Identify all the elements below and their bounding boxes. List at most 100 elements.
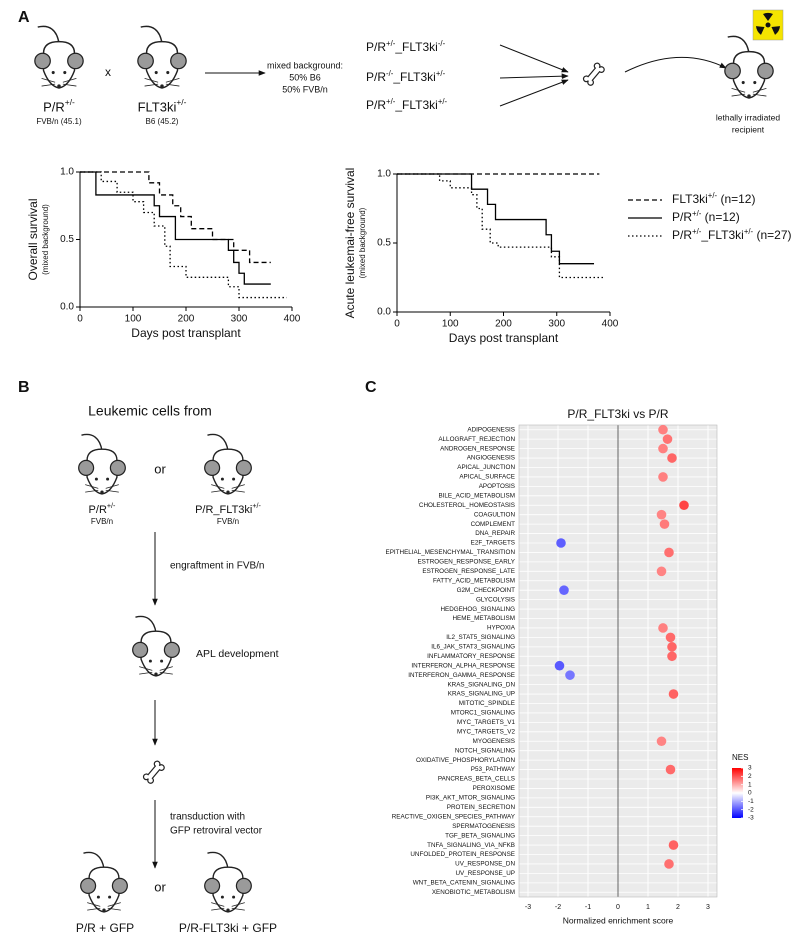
legend-label: FLT3ki+/- (n=12): [672, 191, 755, 207]
x-tick-label: 100: [442, 319, 459, 330]
category-label: COAGULTION: [474, 511, 516, 518]
bone-icon: [582, 62, 606, 87]
step-label: transduction with: [170, 812, 245, 823]
genotype: FLT3ki+/-: [138, 97, 187, 114]
y-axis-note: (mixed background): [41, 204, 50, 275]
category-label: PROTEIN_SECRETION: [447, 804, 516, 811]
arrow: [499, 73, 569, 79]
x-tick-label: 400: [284, 314, 301, 325]
category-label: IL2_STAT5_SIGNALING: [446, 634, 515, 641]
y-axis-label: Overall survival: [26, 198, 40, 280]
dot: [662, 434, 673, 444]
y-tick-label: 0.0: [377, 307, 391, 318]
x-tick-label: 0: [77, 314, 83, 325]
arrow: [624, 56, 727, 73]
x-axis-label: Days post transplant: [449, 331, 559, 345]
category-label: HYPOXIA: [487, 625, 516, 632]
dot: [664, 547, 674, 558]
x-tick-label: 0: [394, 319, 400, 330]
category-label: APOPTOSIS: [479, 483, 515, 490]
category-label: REACTIVE_OXIGEN_SPECIES_PATHWAY: [392, 813, 516, 820]
dot: [668, 689, 679, 699]
mouse-icon: [79, 851, 129, 913]
x-tick-label: 100: [125, 314, 142, 325]
category-label: CHOLESTEROL_HOMEOSTASIS: [419, 502, 515, 509]
radiation-trefoil: [755, 12, 781, 35]
mouse-icon: [203, 851, 253, 913]
dot: [554, 660, 565, 671]
category-label: APICAL_SURFACE: [459, 474, 515, 481]
x-tick-label: 3: [706, 904, 710, 911]
mouse-icon: [203, 433, 253, 495]
category-label: MTORC1_SIGNALING: [451, 710, 515, 717]
category-label: MYOGENESIS: [473, 738, 515, 745]
genotype: P/R+/-: [43, 97, 75, 114]
category-label: UV_RESPONSE_UP: [456, 870, 516, 877]
recipient-label: lethally irradiated: [716, 112, 781, 122]
category-label: WNT_BETA_CATENIN_SIGNALING: [413, 880, 515, 887]
category-label: COMPLEMENT: [471, 521, 516, 528]
category-label: FATTY_ACID_METABOLISM: [433, 577, 515, 584]
category-label: MYC_TARGETS_V1: [457, 719, 515, 726]
background-label: 50% B6: [289, 72, 321, 82]
category-label: PEROXISOME: [473, 785, 515, 792]
arrow: [499, 44, 569, 73]
genotype: P/R+/-_FLT3ki+/-: [366, 97, 448, 113]
x-tick-label: 0: [616, 904, 620, 911]
dot: [556, 538, 566, 548]
dot: [664, 859, 674, 869]
colorbar-tick-label: 0: [748, 790, 752, 797]
survival-curve: [80, 171, 287, 299]
category-label: APICAL_JUNCTION: [457, 464, 515, 471]
strain: FVB/n: [91, 517, 113, 526]
strain: B6 (45.2): [146, 117, 179, 126]
category-label: INTERFERON_GAMMA_RESPONSE: [408, 672, 515, 679]
x-tick-label: 200: [495, 319, 512, 330]
category-label: ESTROGEN_RESPONSE_EARLY: [417, 559, 515, 566]
panel-label: C: [365, 379, 377, 396]
dot: [565, 670, 575, 680]
category-label: NOTCH_SIGNALING: [455, 747, 515, 754]
legend-label: P/R+/- (n=12): [672, 209, 740, 225]
dot: [667, 453, 677, 463]
survival-curve: [397, 173, 595, 265]
colorbar-tick-label: -3: [748, 815, 754, 822]
category-label: ANGIOGENESIS: [467, 455, 515, 462]
x-tick-label: 200: [178, 314, 195, 325]
y-tick-label: 0.5: [377, 238, 391, 249]
category-label: TGF_BETA_SIGNALING: [445, 832, 515, 839]
category-label: HEME_METABOLISM: [452, 615, 515, 622]
category-label: HEDGEHOG_SIGNALING: [440, 606, 515, 613]
colorbar-tick-label: -2: [748, 806, 754, 813]
y-tick-label: 1.0: [60, 167, 74, 178]
chart-title: P/R_FLT3ki vs P/R: [567, 407, 668, 421]
y-axis-label: Acute leukemai-free survival: [343, 168, 357, 319]
bone-icon: [142, 760, 166, 785]
mouse-icon: [137, 25, 187, 89]
category-label: TNFA_SIGNALING_VIA_NFKB: [427, 842, 515, 849]
category-label: UNFOLDED_PROTEIN_RESPONSE: [410, 851, 515, 858]
x-tick-label: -1: [585, 904, 591, 911]
genotype: P/R-/-_FLT3ki+/-: [366, 69, 446, 85]
category-label: KRAS_SIGNALING_UP: [448, 691, 515, 698]
step-label: engraftment in FVB/n: [170, 561, 265, 572]
mouse-icon: [34, 25, 84, 89]
dot: [656, 736, 667, 747]
dot: [656, 566, 667, 577]
category-label: XENOBIOTIC_METABOLISM: [432, 889, 515, 896]
survival-curve: [397, 173, 605, 279]
strain: FVB/n: [217, 517, 239, 526]
category-label: ALLOGRAFT_REJECTION: [438, 436, 515, 443]
category-label: IL6_JAK_STAT3_SIGNALING: [431, 644, 515, 651]
x-tick-label: 300: [231, 314, 248, 325]
dot: [658, 472, 668, 482]
category-label: INFLAMMATORY_RESPONSE: [427, 653, 515, 660]
category-label: G2M_CHECKPOINT: [457, 587, 516, 594]
recipient-label: recipient: [732, 124, 765, 134]
or-label: or: [154, 879, 166, 894]
dot: [667, 642, 677, 652]
legend-label: P/R+/-_FLT3ki+/- (n=27): [672, 227, 792, 243]
dot: [658, 443, 668, 454]
